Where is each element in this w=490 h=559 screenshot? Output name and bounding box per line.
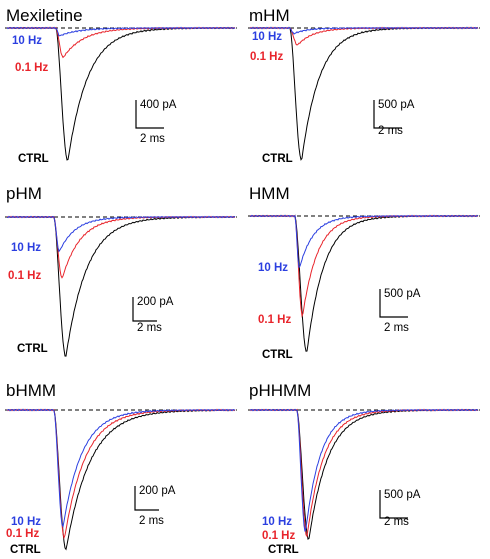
panel-title: Mexiletine [6,6,83,25]
panel-mhm: mHM 10 Hz 0.1 Hz CTRL 500 pA 2 ms [248,6,480,165]
scale-bar-time-label: 2 ms [137,322,162,334]
label-hz01: 0.1 Hz [258,314,291,326]
scale-bar [379,490,408,519]
trace-0-1-hz [249,408,479,538]
panel-hmm: HMM 10 Hz 0.1 Hz CTRL 500 pA 2 ms [248,184,480,361]
scale-bar-current-label: 500 pA [378,99,415,111]
scale-bar [379,289,408,318]
label-hz10: 10 Hz [262,516,292,528]
label-ctrl: CTRL [262,349,293,361]
trace-ctrl [6,26,236,161]
label-hz10: 10 Hz [252,31,282,43]
scale-bar-time-label: 2 ms [384,322,409,334]
label-hz10: 10 Hz [258,262,288,274]
trace-10-hz [6,215,236,253]
scale-bar [134,486,159,511]
scale-bar-time-label: 2 ms [378,125,403,137]
trace-ctrl [6,408,236,551]
label-hz10: 10 Hz [11,516,41,528]
scale-bar-current-label: 400 pA [140,99,177,111]
label-hz01: 0.1 Hz [15,62,48,74]
trace-10-hz [249,26,479,35]
panel-title: HMM [249,184,290,203]
scale-bar [135,100,164,129]
trace-10-hz [6,408,236,529]
panel-title: bHMM [6,381,56,400]
panel-bhmm: bHMM 10 Hz0.1 Hz CTRL 200 pA 2 ms [5,381,237,556]
trace-0-1-hz [6,215,236,279]
scale-bar-current-label: 500 pA [384,288,421,300]
panel-mexiletine: Mexiletine 10 Hz 0.1 Hz CTRL 400 pA 2 ms [5,6,237,165]
trace-ctrl [249,214,479,352]
scale-bar-current-label: 200 pA [137,296,174,308]
label-hz10: 10 Hz [11,242,41,254]
panel-title: pHHMM [249,381,311,400]
panel-phhmm: pHHMM 10 Hz 0.1 Hz CTRL 500 pA 2 ms [248,381,480,556]
trace-10-hz [250,408,479,532]
label-hz01: 0.1 Hz [6,528,39,540]
label-ctrl: CTRL [268,544,299,556]
scale-bar-time-label: 2 ms [140,133,165,145]
label-ctrl: CTRL [262,153,293,165]
label-hz10: 10 Hz [12,35,42,47]
panel-title: mHM [249,6,290,25]
scale-bar [373,100,402,129]
label-ctrl: CTRL [18,153,49,165]
label-hz01: 0.1 Hz [262,530,295,542]
scale-bar-current-label: 500 pA [384,489,421,501]
trace-10-hz [6,26,236,37]
trace-0-1-hz [6,408,236,540]
trace-ctrl [250,26,479,161]
panel-title: pHM [6,184,42,203]
label-hz01: 0.1 Hz [250,51,283,63]
label-ctrl: CTRL [10,544,41,556]
scale-bar [132,297,157,322]
scale-bar-current-label: 200 pA [139,485,176,497]
label-hz01: 0.1 Hz [8,270,41,282]
label-ctrl: CTRL [17,343,48,355]
trace-10-hz [249,214,479,269]
scale-bar-time-label: 2 ms [139,515,164,527]
trace-ctrl [6,215,236,357]
panel-phm: pHM 10 Hz 0.1 Hz CTRL 200 pA 2 ms [5,184,237,357]
trace-0-1-hz [249,26,479,46]
scale-bar-time-label: 2 ms [384,516,409,528]
